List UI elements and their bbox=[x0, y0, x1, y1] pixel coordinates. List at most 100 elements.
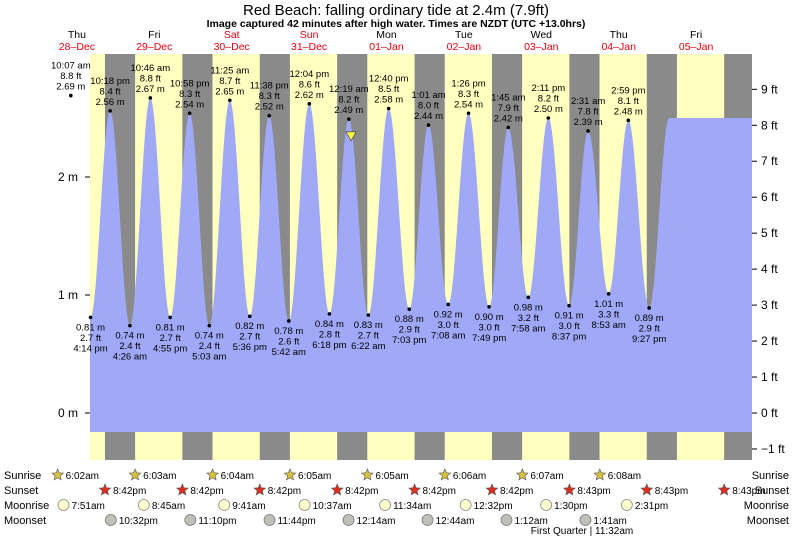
tide-label-high: 12:40 pm8.5 ft2.58 m bbox=[369, 74, 409, 106]
tide-extreme-point bbox=[88, 315, 93, 320]
tide-label-line: 0.92 m bbox=[434, 309, 463, 320]
tide-label-line: 1:26 pm bbox=[451, 78, 485, 89]
moonset-time: 11:44pm bbox=[278, 516, 316, 527]
sunset-time: 8:42pm bbox=[268, 486, 301, 497]
sunrise-icon bbox=[515, 468, 529, 481]
sunrise-time: 6:07am bbox=[530, 471, 563, 482]
moonrise-time: 11:34am bbox=[393, 501, 431, 512]
tide-label-line: 3.0 ft bbox=[479, 322, 500, 333]
tide-label-line: 8.3 ft bbox=[259, 91, 280, 102]
tide-label-line: 3.2 ft bbox=[518, 313, 539, 324]
tide-label-line: 12:19 am bbox=[329, 84, 369, 95]
day-of-week: Fri bbox=[148, 29, 160, 41]
tide-extreme-point bbox=[487, 305, 491, 309]
sunset-icon bbox=[175, 483, 189, 496]
tide-label-line: 2.69 m bbox=[56, 82, 85, 93]
sunset-time: 8:42pm bbox=[423, 486, 456, 497]
tide-label-line: 2.9 ft bbox=[639, 323, 660, 334]
tide-label-low: 0.92 m3.0 ft7:08 am bbox=[431, 309, 465, 341]
tide-extreme-point bbox=[69, 93, 73, 98]
astro-row-label-left: Moonset bbox=[4, 515, 46, 527]
moonrise-time: 8:45am bbox=[152, 501, 185, 512]
tide-label-high: 2:11 pm8.2 ft2.50 m bbox=[532, 83, 566, 115]
tide-label-line: 2.9 ft bbox=[399, 325, 420, 336]
sunset-icon bbox=[717, 483, 731, 496]
moonrise-icon bbox=[57, 499, 70, 511]
tide-label-low: 0.88 m2.9 ft7:03 pm bbox=[392, 314, 426, 346]
tide-label-line: 0.74 m bbox=[195, 331, 224, 342]
day-headers: Thu28–DecFri29–DecSat30–DecSun31–DecMon0… bbox=[59, 29, 714, 53]
ytick-label-ft: 8 ft bbox=[761, 118, 778, 132]
tide-label-line: 3.3 ft bbox=[598, 309, 619, 320]
tide-label-line: 0.81 m bbox=[156, 322, 185, 333]
tide-label-line: 2.54 m bbox=[454, 99, 483, 110]
ytick-label-ft: 4 ft bbox=[761, 262, 778, 276]
day-date: 30–Dec bbox=[214, 41, 250, 53]
tide-label-line: 1:01 am bbox=[411, 90, 445, 101]
tide-label-line: 12:40 pm bbox=[369, 74, 409, 85]
tide-extreme-point bbox=[108, 109, 112, 113]
tide-label-line: 0.78 m bbox=[274, 326, 303, 337]
moonset-time: 1:41am bbox=[593, 516, 626, 527]
tide-extreme-point bbox=[247, 314, 252, 319]
tide-label-line: 8.8 ft bbox=[60, 71, 81, 82]
tide-label-line: 8.2 ft bbox=[538, 94, 559, 105]
tide-label-high: 1:01 am8.0 ft2.44 m bbox=[411, 90, 445, 122]
astro-row-label-right: Moonset bbox=[747, 515, 789, 527]
ytick-label-m: 2 m bbox=[58, 170, 78, 184]
tide-label-high: 12:04 pm8.6 ft2.62 m bbox=[290, 69, 330, 101]
tide-extreme-point bbox=[286, 319, 291, 323]
tide-extreme-point bbox=[347, 117, 351, 121]
tide-label-line: 8.1 ft bbox=[618, 96, 639, 107]
tide-label-line: 10:46 am bbox=[131, 63, 171, 74]
moonrise-icon bbox=[459, 499, 472, 511]
tide-label-line: 0.91 m bbox=[555, 311, 584, 322]
tide-label-line: 5:42 am bbox=[272, 347, 306, 358]
tide-label-low: 0.91 m3.0 ft8:37 pm bbox=[552, 311, 586, 343]
tide-label-line: 2.49 m bbox=[334, 105, 363, 116]
tide-extreme-point bbox=[267, 113, 272, 118]
tide-label-line: 2.65 m bbox=[215, 86, 244, 97]
tide-label-line: 8.5 ft bbox=[378, 84, 399, 95]
tide-label-line: 2.54 m bbox=[175, 99, 204, 110]
tide-label-line: 2.48 m bbox=[614, 106, 643, 117]
tide-label-high: 10:58 pm8.3 ft2.54 m bbox=[170, 78, 210, 110]
tide-label-line: 2.50 m bbox=[534, 104, 563, 115]
tide-label-line: 2:11 pm bbox=[532, 83, 566, 94]
moonrise-icon bbox=[137, 499, 150, 511]
tide-label-line: 2.62 m bbox=[295, 90, 324, 101]
moonrise-time: 1:30pm bbox=[554, 501, 587, 512]
tide-extreme-point bbox=[307, 102, 312, 106]
tide-label-line: 2.7 ft bbox=[160, 333, 181, 344]
tide-label-line: 2.4 ft bbox=[199, 341, 220, 352]
tide-label-line: 0.81 m bbox=[76, 322, 105, 333]
tide-label-high: 11:38 pm8.3 ft2.52 m bbox=[250, 81, 289, 113]
moonset-time: 12:44am bbox=[436, 516, 475, 527]
sunrise-icon bbox=[283, 468, 297, 481]
tide-label-line: 4:55 pm bbox=[153, 343, 187, 354]
tide-label-line: 0.89 m bbox=[635, 313, 664, 324]
tide-extreme-point bbox=[207, 323, 212, 328]
tide-label-line: 8:37 pm bbox=[552, 332, 586, 343]
ytick-label-ft: 1 ft bbox=[761, 370, 778, 384]
tide-label-line: 2.67 m bbox=[136, 84, 165, 95]
astro-row-label-left: Sunrise bbox=[4, 470, 41, 482]
moonset-icon bbox=[579, 514, 592, 526]
tide-extreme-point bbox=[187, 111, 192, 116]
moonset-time: 10:32pm bbox=[119, 516, 158, 527]
sunrise-time: 6:04am bbox=[221, 471, 254, 482]
tide-label-line: 8.2 ft bbox=[338, 95, 359, 106]
tide-label-high: 12:19 am8.2 ft2.49 m bbox=[329, 84, 369, 116]
astro-row-label-left: Moonrise bbox=[4, 500, 49, 512]
tide-extreme-point bbox=[366, 313, 371, 317]
tide-label-line: 9:27 pm bbox=[632, 334, 666, 345]
tide-label-line: 11:38 pm bbox=[250, 81, 289, 92]
moonset-time: 1:12am bbox=[514, 516, 547, 527]
y-axes: 0 m 1 m 2 m −1 ft 0 ft 1 ft 2 ft 3 ft 4 ft 5 ft 6 … bbox=[58, 82, 785, 456]
tide-label-line: 2.44 m bbox=[414, 111, 443, 122]
day-of-week: Sat bbox=[224, 29, 240, 41]
tide-label-line: 2.8 ft bbox=[319, 329, 340, 340]
tide-label-line: 8.6 ft bbox=[299, 79, 320, 90]
chart-subtitle: Image captured 42 minutes after high wat… bbox=[207, 18, 586, 30]
tide-label-line: 0.83 m bbox=[354, 320, 383, 331]
